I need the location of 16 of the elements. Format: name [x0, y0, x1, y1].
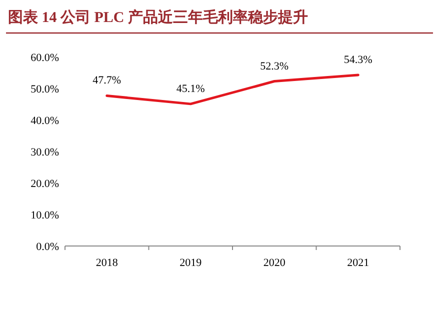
data-label: 52.3%: [260, 60, 289, 72]
y-tick-label: 10.0%: [30, 210, 59, 222]
x-tick-label: 2019: [180, 257, 202, 269]
y-tick-label: 50.0%: [30, 84, 59, 96]
data-label: 45.1%: [176, 82, 205, 95]
x-tick-label: 2021: [347, 257, 370, 269]
x-tick-label: 2020: [263, 257, 286, 269]
y-tick-label: 0.0%: [36, 241, 59, 253]
y-tick-label: 40.0%: [30, 115, 59, 127]
data-label: 54.3%: [344, 54, 372, 66]
x-tick-label: 2018: [96, 257, 118, 269]
data-label: 47.7%: [92, 74, 122, 87]
chart-title: 图表 14 公司 PLC 产品近三年毛利率稳步提升: [8, 8, 308, 26]
y-tick-label: 20.0%: [30, 178, 59, 190]
y-tick-label: 60.0%: [30, 52, 59, 64]
y-tick-label: 30.0%: [30, 146, 59, 158]
